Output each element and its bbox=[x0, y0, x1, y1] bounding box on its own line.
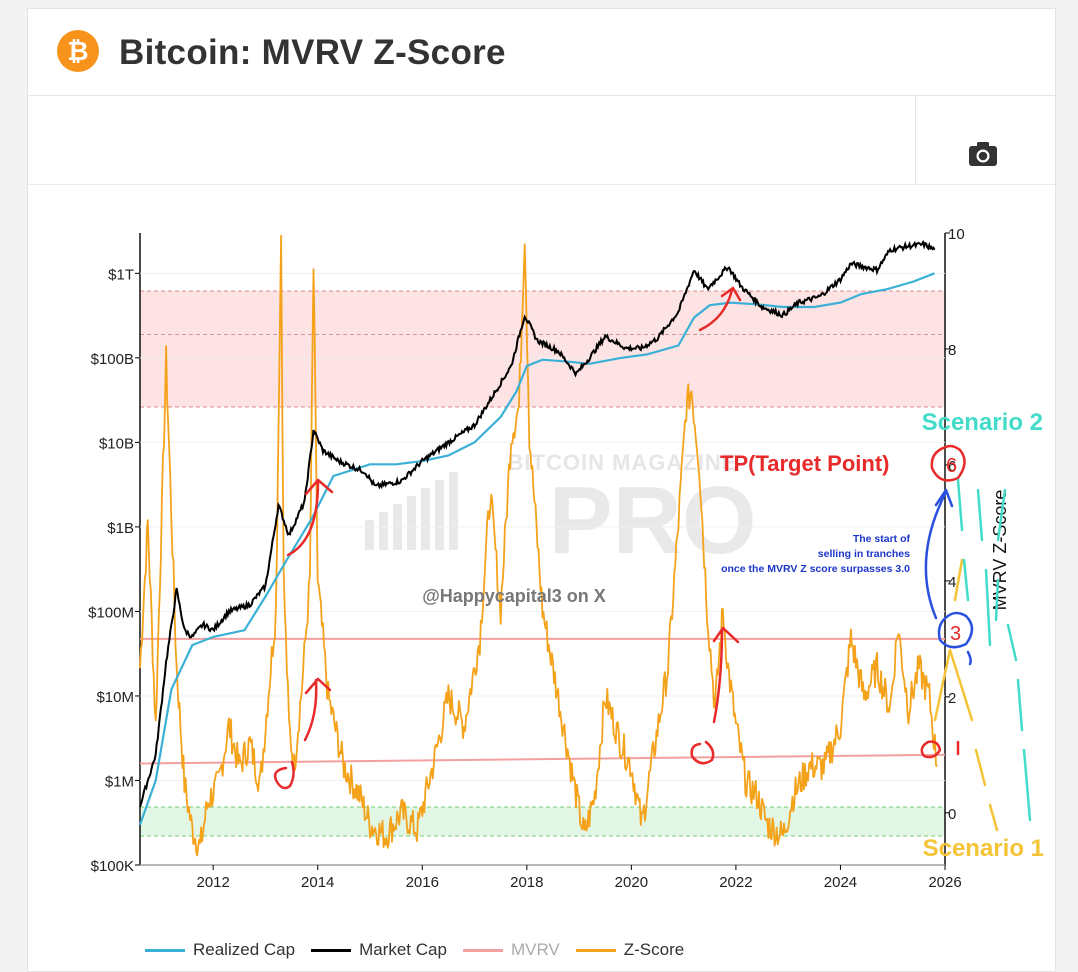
chart-legend: Realized Cap Market Cap MVRV Z-Score bbox=[145, 938, 700, 962]
note-text: selling in tranches bbox=[818, 548, 910, 560]
scenario-2-path bbox=[1006, 623, 1032, 822]
target-point-circle bbox=[930, 444, 966, 482]
legend-item-realized-cap[interactable]: Realized Cap bbox=[145, 940, 295, 960]
scenario-2-path bbox=[976, 488, 992, 647]
legend-item-z-score[interactable]: Z-Score bbox=[575, 940, 685, 960]
note-text: The start of bbox=[853, 533, 911, 545]
legend-label: MVRV bbox=[510, 940, 560, 959]
watermark-logo-bar bbox=[379, 512, 388, 550]
note-text: once the MVRV Z score surpasses 3.0 bbox=[721, 563, 910, 575]
watermark-logo-bar bbox=[407, 496, 416, 550]
y-tick-label: $10B bbox=[99, 435, 134, 452]
y-right-tick-label: 4 bbox=[948, 574, 956, 591]
z-score-line bbox=[139, 234, 938, 857]
watermark-text: PRO bbox=[548, 467, 756, 574]
y-right-tick-label: 10 bbox=[948, 226, 965, 243]
legend-label: Realized Cap bbox=[193, 940, 296, 959]
x-tick-label: 2016 bbox=[406, 874, 439, 891]
watermark-logo-bar bbox=[449, 472, 458, 550]
scenario-1-path-down bbox=[948, 648, 999, 832]
red-arrow bbox=[698, 286, 742, 332]
header: ₿ Bitcoin: MVRV Z-Score bbox=[28, 9, 1055, 96]
y-tick-label: $100K bbox=[91, 858, 134, 875]
y-tick-label: $10M bbox=[96, 689, 134, 706]
x-tick-label: 2022 bbox=[719, 874, 752, 891]
x-tick-label: 2014 bbox=[301, 874, 334, 891]
scenario-2-label: Scenario 2 bbox=[922, 409, 1043, 436]
legend-swatch bbox=[575, 948, 616, 952]
market-cap-line bbox=[139, 239, 936, 808]
scenario-2-path bbox=[956, 478, 970, 602]
y-tick-label: $1T bbox=[108, 266, 134, 283]
scenario-1-path-up bbox=[933, 558, 964, 722]
red-arrow bbox=[286, 478, 334, 557]
red-circle-mark bbox=[690, 740, 715, 765]
legend-swatch bbox=[145, 948, 185, 952]
y-tick-label: $100M bbox=[88, 604, 134, 621]
legend-label: Z-Score bbox=[623, 940, 685, 959]
watermark-logo-bar bbox=[421, 488, 430, 550]
y-tick-label: $100B bbox=[91, 351, 134, 368]
red-zone-band bbox=[140, 290, 945, 407]
watermark-logo-bar bbox=[435, 480, 444, 550]
scenario-2-path bbox=[994, 488, 1007, 622]
red-circle-mark bbox=[273, 760, 295, 790]
watermark-logo-bar bbox=[365, 520, 374, 550]
scenario-1-label: Scenario 1 bbox=[923, 835, 1044, 862]
target-point-label: TP(Target Point) bbox=[720, 451, 889, 476]
legend-item-market-cap[interactable]: Market Cap bbox=[311, 940, 447, 960]
credit-text: @Happycapital3 on X bbox=[422, 586, 606, 606]
y-tick-label: $1M bbox=[105, 773, 134, 790]
y-right-tick-label: 2 bbox=[948, 690, 956, 707]
camera-icon[interactable] bbox=[968, 141, 998, 167]
y-right-tick-label: 6 bbox=[948, 458, 956, 475]
x-tick-label: 2018 bbox=[510, 874, 543, 891]
page-title: Bitcoin: MVRV Z-Score bbox=[119, 33, 506, 72]
y-tick-label: $1B bbox=[107, 520, 134, 537]
legend-swatch bbox=[462, 948, 503, 952]
blue-circle bbox=[937, 611, 974, 649]
marker-three: 3 bbox=[950, 623, 961, 645]
legend-swatch bbox=[311, 948, 352, 952]
y-right-tick-label: 0 bbox=[948, 806, 956, 823]
chart-toolbar bbox=[28, 96, 1055, 185]
mvrv-line bbox=[139, 753, 946, 765]
bitcoin-logo-icon: ₿ bbox=[57, 30, 99, 72]
green-zone-band bbox=[140, 807, 945, 837]
y-right-axis-title: MVRV Z-Score bbox=[990, 490, 1010, 611]
red-arrow bbox=[303, 677, 332, 742]
red-arrow bbox=[712, 626, 740, 724]
x-tick-label: 2026 bbox=[928, 874, 961, 891]
y-right-tick-label: 8 bbox=[948, 342, 956, 359]
legend-label: Market Cap bbox=[359, 940, 447, 959]
x-tick-label: 2020 bbox=[615, 874, 648, 891]
x-tick-label: 2012 bbox=[196, 874, 229, 891]
legend-item-mvrv[interactable]: MVRV bbox=[462, 940, 560, 960]
red-circle-mark bbox=[920, 740, 942, 759]
blue-arrow bbox=[924, 488, 954, 620]
target-point-marker: 6 bbox=[946, 455, 957, 477]
toolbar-divider bbox=[915, 96, 916, 184]
blue-stroke bbox=[966, 650, 972, 666]
x-tick-label: 2024 bbox=[824, 874, 857, 891]
